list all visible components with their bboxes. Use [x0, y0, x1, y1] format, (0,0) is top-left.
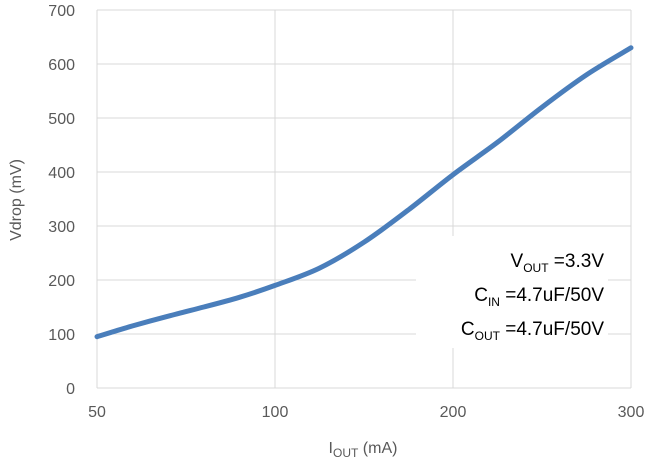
- x-tick-labels: 50 100 200 300: [88, 404, 644, 421]
- y-axis-label: Vdrop (mV): [8, 159, 25, 241]
- x-axis-label: IOUT (mA): [329, 440, 398, 460]
- y-tick-label: 400: [48, 165, 75, 182]
- grid-lines: [96, 9, 632, 389]
- y-tick-label: 500: [48, 111, 75, 128]
- annotation-box: [416, 236, 608, 348]
- y-tick-label: 200: [48, 273, 75, 290]
- x-tick-label: 300: [618, 404, 645, 421]
- x-axis-label-sub: OUT: [333, 446, 359, 460]
- series-line: [94, 45, 634, 340]
- x-tick-label: 50: [88, 404, 106, 421]
- series-line-layer: [94, 45, 634, 340]
- y-tick-labels: 0 100 200 300 400 500 600 700: [48, 3, 75, 398]
- annotation-vout: VOUT =3.3V: [511, 251, 605, 275]
- y-tick-label: 0: [66, 381, 75, 398]
- x-axis-label-unit: (mA): [358, 440, 397, 457]
- annotation-cin: CIN =4.7uF/50V: [474, 285, 604, 309]
- y-tick-label: 300: [48, 219, 75, 236]
- x-tick-label: 100: [262, 404, 289, 421]
- y-tick-label: 600: [48, 57, 75, 74]
- y-tick-label: 700: [48, 3, 75, 20]
- annotation-cout: COUT =4.7uF/50V: [461, 319, 604, 343]
- x-axis-label-main: I: [329, 440, 333, 457]
- y-tick-label: 100: [48, 327, 75, 344]
- x-tick-label: 200: [440, 404, 467, 421]
